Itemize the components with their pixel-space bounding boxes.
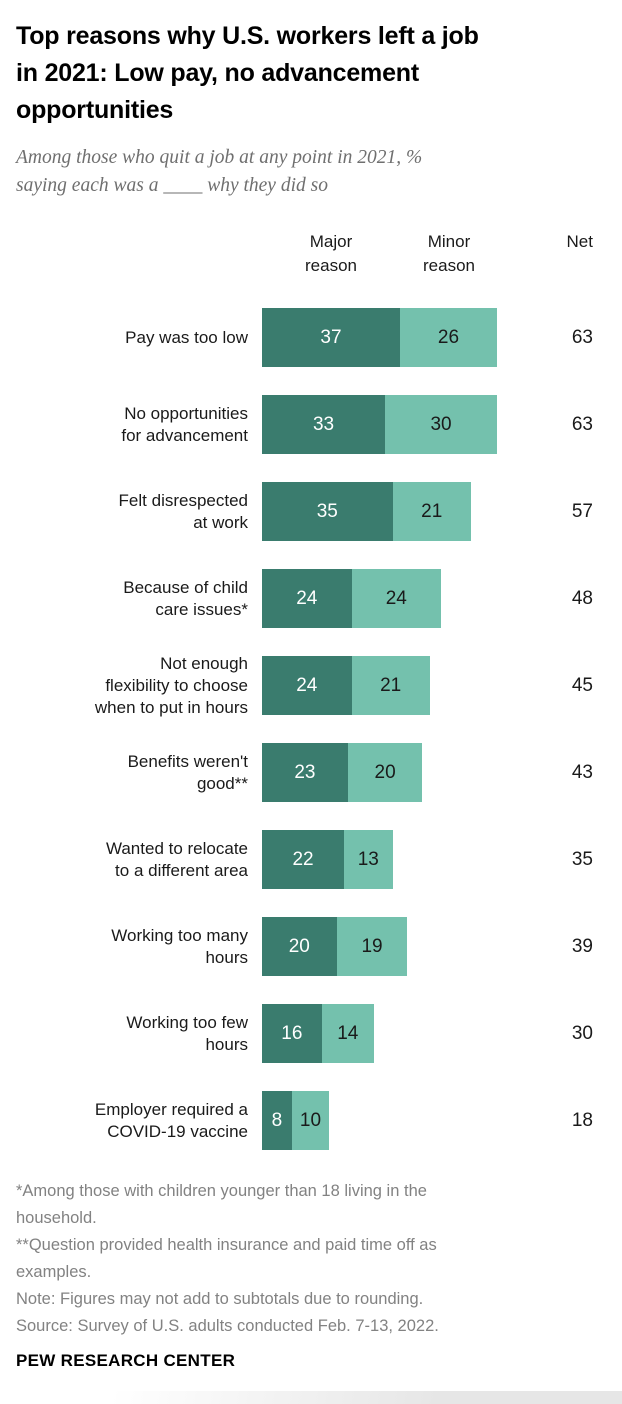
net-value: 39 xyxy=(571,935,593,957)
stacked-bar-chart: Major reason Minor reason Net Pay was to… xyxy=(0,230,622,1164)
bar-minor-segment: 19 xyxy=(336,917,408,976)
chart-row: Working too few hours 16 14 30 xyxy=(0,990,622,1077)
chart-rows: Pay was too low 37 26 63 No opportunities fo… xyxy=(0,294,622,1164)
stacked-bar: 37 26 xyxy=(262,308,497,367)
column-header-net: Net xyxy=(566,232,593,251)
net-value: 45 xyxy=(571,674,593,696)
bar-minor-segment: 21 xyxy=(351,656,430,715)
net-value: 30 xyxy=(571,1022,593,1044)
bar-minor-segment: 21 xyxy=(392,482,471,541)
row-label: Employer required a COVID-19 vaccine xyxy=(94,1099,248,1141)
bar-major-segment: 8 xyxy=(262,1091,292,1150)
footnotes: *Among those with children younger than … xyxy=(16,1178,606,1340)
net-value: 63 xyxy=(571,326,593,348)
bar-major-segment: 35 xyxy=(262,482,393,541)
row-label: Because of child care issues* xyxy=(123,577,248,619)
bar-minor-segment: 24 xyxy=(351,569,442,628)
row-label: Working too few hours xyxy=(126,1012,248,1054)
chart-row: Not enough flexibility to choose when to… xyxy=(0,642,622,729)
page-subtitle: Among those who quit a job at any point … xyxy=(16,147,423,196)
net-value: 43 xyxy=(571,761,593,783)
chart-row: Because of child care issues* 24 24 48 xyxy=(0,555,622,642)
footnote: **Question provided health insurance and… xyxy=(16,1236,437,1281)
net-value: 18 xyxy=(571,1109,593,1131)
stacked-bar: 24 21 xyxy=(262,656,430,715)
net-value: 57 xyxy=(571,500,593,522)
chart-row: Employer required a COVID-19 vaccine 8 10 1… xyxy=(0,1077,622,1164)
chart-row: Benefits weren't good** 23 20 43 xyxy=(0,729,622,816)
bar-minor-segment: 10 xyxy=(291,1091,330,1150)
stacked-bar: 20 19 xyxy=(262,917,408,976)
stacked-bar: 22 13 xyxy=(262,830,393,889)
stacked-bar: 23 20 xyxy=(262,743,423,802)
stacked-bar: 33 30 xyxy=(262,395,497,454)
column-headers: Major reason Minor reason Net xyxy=(0,230,622,280)
stacked-bar: 24 24 xyxy=(262,569,442,628)
net-value: 63 xyxy=(571,413,593,435)
bar-minor-segment: 30 xyxy=(385,395,497,454)
brand-pew-research-center: PEW RESEARCH CENTER xyxy=(16,1351,236,1370)
footnote: Note: Figures may not add to subtotals d… xyxy=(16,1290,424,1308)
bar-minor-segment: 13 xyxy=(344,830,393,889)
chart-row: Wanted to relocate to a different area 22… xyxy=(0,816,622,903)
bar-major-segment: 20 xyxy=(262,917,337,976)
bar-minor-segment: 20 xyxy=(347,743,423,802)
row-label: No opportunities for advancement xyxy=(121,403,248,445)
row-label: Benefits weren't good** xyxy=(127,751,248,793)
bar-major-segment: 16 xyxy=(262,1004,322,1063)
footnote: Source: Survey of U.S. adults conducted … xyxy=(16,1317,439,1335)
bar-major-segment: 22 xyxy=(262,830,345,889)
bar-major-segment: 33 xyxy=(262,395,386,454)
column-header-major: Major reason xyxy=(305,232,357,275)
bar-minor-segment: 26 xyxy=(400,308,497,367)
bar-major-segment: 24 xyxy=(262,656,352,715)
row-label: Felt disrespected at work xyxy=(118,490,248,532)
stacked-bar: 8 10 xyxy=(262,1091,330,1150)
chart-row: Felt disrespected at work 35 21 57 xyxy=(0,468,622,555)
row-label: Not enough flexibility to choose when to… xyxy=(94,653,248,717)
net-value: 35 xyxy=(571,848,593,870)
chart-row: Working too many hours 20 19 39 xyxy=(0,903,622,990)
bar-major-segment: 23 xyxy=(262,743,348,802)
stacked-bar: 16 14 xyxy=(262,1004,374,1063)
bar-minor-segment: 14 xyxy=(321,1004,374,1063)
chart-row: Pay was too low 37 26 63 xyxy=(0,294,622,381)
footnote: *Among those with children younger than … xyxy=(16,1182,427,1227)
stacked-bar: 35 21 xyxy=(262,482,471,541)
page: Top reasons why U.S. workers left a job … xyxy=(0,18,622,200)
bar-major-segment: 24 xyxy=(262,569,352,628)
net-value: 48 xyxy=(571,587,593,609)
column-header-minor: Minor reason xyxy=(423,232,475,275)
row-label: Pay was too low xyxy=(125,327,248,347)
bar-major-segment: 37 xyxy=(262,308,400,367)
row-label: Wanted to relocate to a different area xyxy=(105,838,248,880)
row-label: Working too many hours xyxy=(111,925,248,967)
chart-row: No opportunities for advancement 33 30 63 xyxy=(0,381,622,468)
page-title: Top reasons why U.S. workers left a job … xyxy=(16,22,479,124)
bottom-fade xyxy=(0,1391,622,1404)
